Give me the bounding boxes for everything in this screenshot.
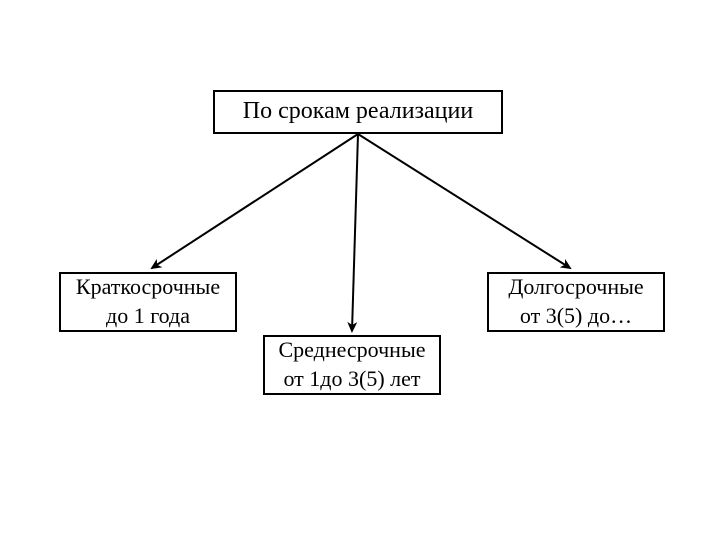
arrow-layer xyxy=(0,0,720,540)
right-node-line2: от 3(5) до… xyxy=(508,302,643,331)
left-node: Краткосрочные до 1 года xyxy=(59,272,237,332)
middle-node-line1: Среднесрочные xyxy=(278,336,425,365)
right-node-content: Долгосрочные от 3(5) до… xyxy=(508,273,643,330)
middle-node-content: Среднесрочные от 1до 3(5) лет xyxy=(278,336,425,393)
edge-root-right xyxy=(358,134,570,268)
edge-root-left xyxy=(152,134,358,268)
middle-node: Среднесрочные от 1до 3(5) лет xyxy=(263,335,441,395)
left-node-content: Краткосрочные до 1 года xyxy=(76,273,220,330)
right-node: Долгосрочные от 3(5) до… xyxy=(487,272,665,332)
middle-node-line2: от 1до 3(5) лет xyxy=(278,365,425,394)
edge-root-middle xyxy=(352,134,358,331)
root-node: По срокам реализации xyxy=(213,90,503,134)
right-node-line1: Долгосрочные xyxy=(508,273,643,302)
left-node-line1: Краткосрочные xyxy=(76,273,220,302)
left-node-line2: до 1 года xyxy=(76,302,220,331)
root-node-label: По срокам реализации xyxy=(243,96,473,127)
